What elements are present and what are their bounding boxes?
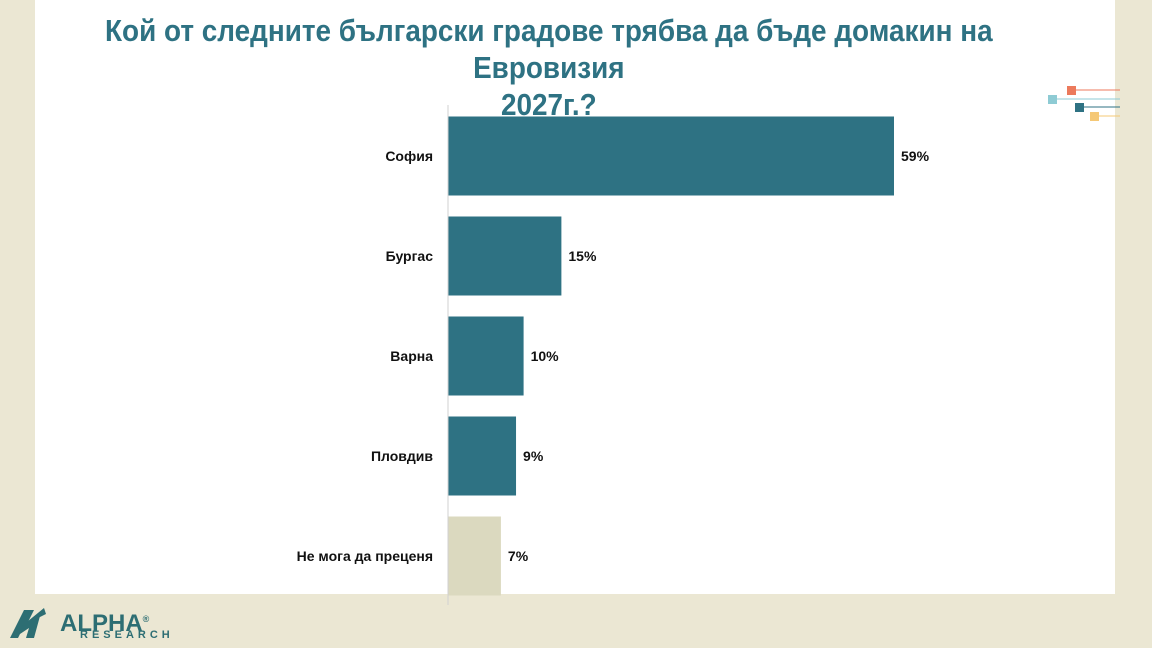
category-label-3: Пловдив [371,448,433,464]
bar-3 [448,416,517,496]
chart-bars [448,116,894,596]
title-line-2: 2027г.? [500,87,597,122]
category-label-4: Не мога да преценя [297,548,433,564]
logo-text-main: ALPHA® [60,610,150,637]
category-label-0: София [385,148,433,164]
bar-2 [448,316,524,396]
deco-square-2 [1075,103,1084,112]
bar-0 [448,116,894,196]
bar-1 [448,216,562,296]
chart-value-labels: 59% 15% 10% 9% 7% [508,148,930,564]
chart-category-labels: София Бургас Варна Пловдив Не мога да прецен… [297,148,434,564]
title-line-1: Кой от следните български градове трябва… [105,13,993,85]
value-label-1: 15% [568,248,597,264]
value-label-0: 59% [901,148,930,164]
value-label-2: 10% [531,348,560,364]
category-label-1: Бургас [386,248,434,264]
value-label-3: 9% [523,448,544,464]
category-label-2: Варна [390,348,433,364]
page-title: Кой от следните български градове трябва… [52,12,1046,123]
deco-square-0 [1067,86,1076,95]
decorative-lines-icon [1048,86,1120,121]
logo-text-sub: RESEARCH [80,629,174,641]
slide-background [35,0,1115,594]
deco-square-3 [1090,112,1099,121]
bar-4 [448,516,501,596]
value-label-4: 7% [508,548,529,564]
deco-square-1 [1048,95,1057,104]
alpha-research-logo [0,596,183,648]
